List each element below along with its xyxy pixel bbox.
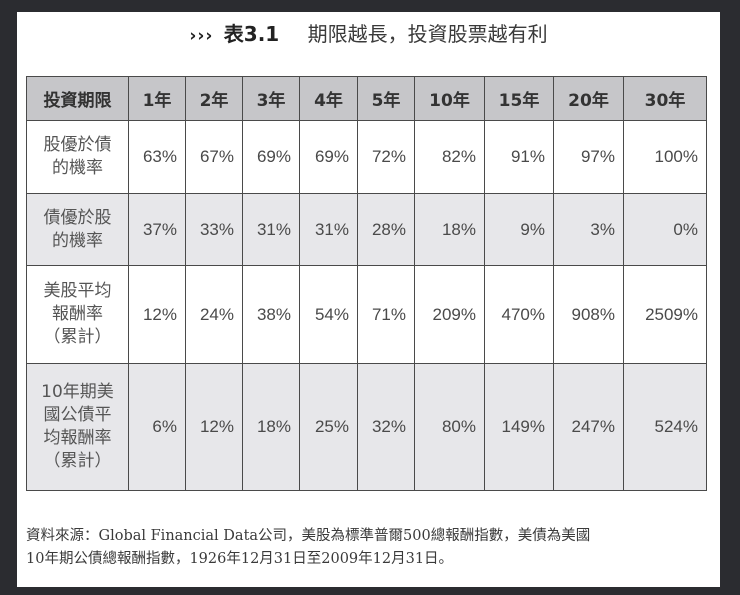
cell: 0% [623,193,707,266]
chevron-right-icon: ››› [189,26,214,46]
cell: 524% [623,363,707,491]
cell: 33% [185,193,243,266]
cell: 31% [242,193,300,266]
cell: 38% [242,265,300,364]
cell: 63% [128,120,186,194]
cell: 69% [242,120,300,194]
cell: 71% [357,265,415,364]
cell: 209% [414,265,485,364]
cell: 72% [357,120,415,194]
cell: 9% [484,193,554,266]
header-col: 10年 [414,76,485,121]
cell: 12% [185,363,243,491]
cell: 12% [128,265,186,364]
cell: 18% [414,193,485,266]
row-label: 股優於債 的機率 [26,120,129,194]
cell: 247% [553,363,624,491]
cell: 31% [299,193,358,266]
cell: 32% [357,363,415,491]
cell: 6% [128,363,186,491]
cell: 470% [484,265,554,364]
cell: 82% [414,120,485,194]
cell: 2509% [623,265,707,364]
table-row: 美股平均 報酬率 （累計） 12% 24% 38% 54% 71% 209% 4… [26,265,707,364]
table-number: 表3.1 [223,22,280,46]
header-corner: 投資期限 [26,76,129,121]
row-label: 10年期美 國公債平 均報酬率 （累計） [26,363,129,491]
header-col: 30年 [623,76,707,121]
cell: 25% [299,363,358,491]
table-row: 股優於債 的機率 63% 67% 69% 69% 72% 82% 91% 97%… [26,120,707,194]
cell: 97% [553,120,624,194]
cell: 149% [484,363,554,491]
header-col: 20年 [553,76,624,121]
cell: 54% [299,265,358,364]
row-label: 美股平均 報酬率 （累計） [26,265,129,364]
comparison-table: 投資期限 1年 2年 3年 4年 5年 10年 15年 20年 30年 股優於債… [26,76,707,491]
cell: 24% [185,265,243,364]
table-row: 10年期美 國公債平 均報酬率 （累計） 6% 12% 18% 25% 32% … [26,363,707,491]
cell: 37% [128,193,186,266]
cell: 3% [553,193,624,266]
table-row: 債優於股 的機率 37% 33% 31% 31% 28% 18% 9% 3% 0… [26,193,707,266]
header-col: 5年 [357,76,415,121]
document-page: ››› 表3.1 期限越長，投資股票越有利 投資期限 1年 2年 3年 4年 5… [17,12,720,587]
header-row: 投資期限 1年 2年 3年 4年 5年 10年 15年 20年 30年 [26,76,707,121]
footnote-line-1: 資料來源：Global Financial Data公司，美股為標準普爾500總… [26,528,591,544]
cell: 69% [299,120,358,194]
header-col: 15年 [484,76,554,121]
header-col: 2年 [185,76,243,121]
row-label: 債優於股 的機率 [26,193,129,266]
cell: 28% [357,193,415,266]
header-col: 1年 [128,76,186,121]
header-col: 3年 [242,76,300,121]
header-col: 4年 [299,76,358,121]
cell: 67% [185,120,243,194]
cell: 80% [414,363,485,491]
cell: 91% [484,120,554,194]
footnote-line-2: 10年期公債總報酬指數，1926年12月31日至2009年12月31日。 [26,551,454,567]
cell: 18% [242,363,300,491]
source-footnote: 資料來源：Global Financial Data公司，美股為標準普爾500總… [26,525,716,571]
cell: 908% [553,265,624,364]
table-title: ››› 表3.1 期限越長，投資股票越有利 [17,21,720,49]
table-caption: 期限越長，投資股票越有利 [307,22,548,46]
cell: 100% [623,120,707,194]
